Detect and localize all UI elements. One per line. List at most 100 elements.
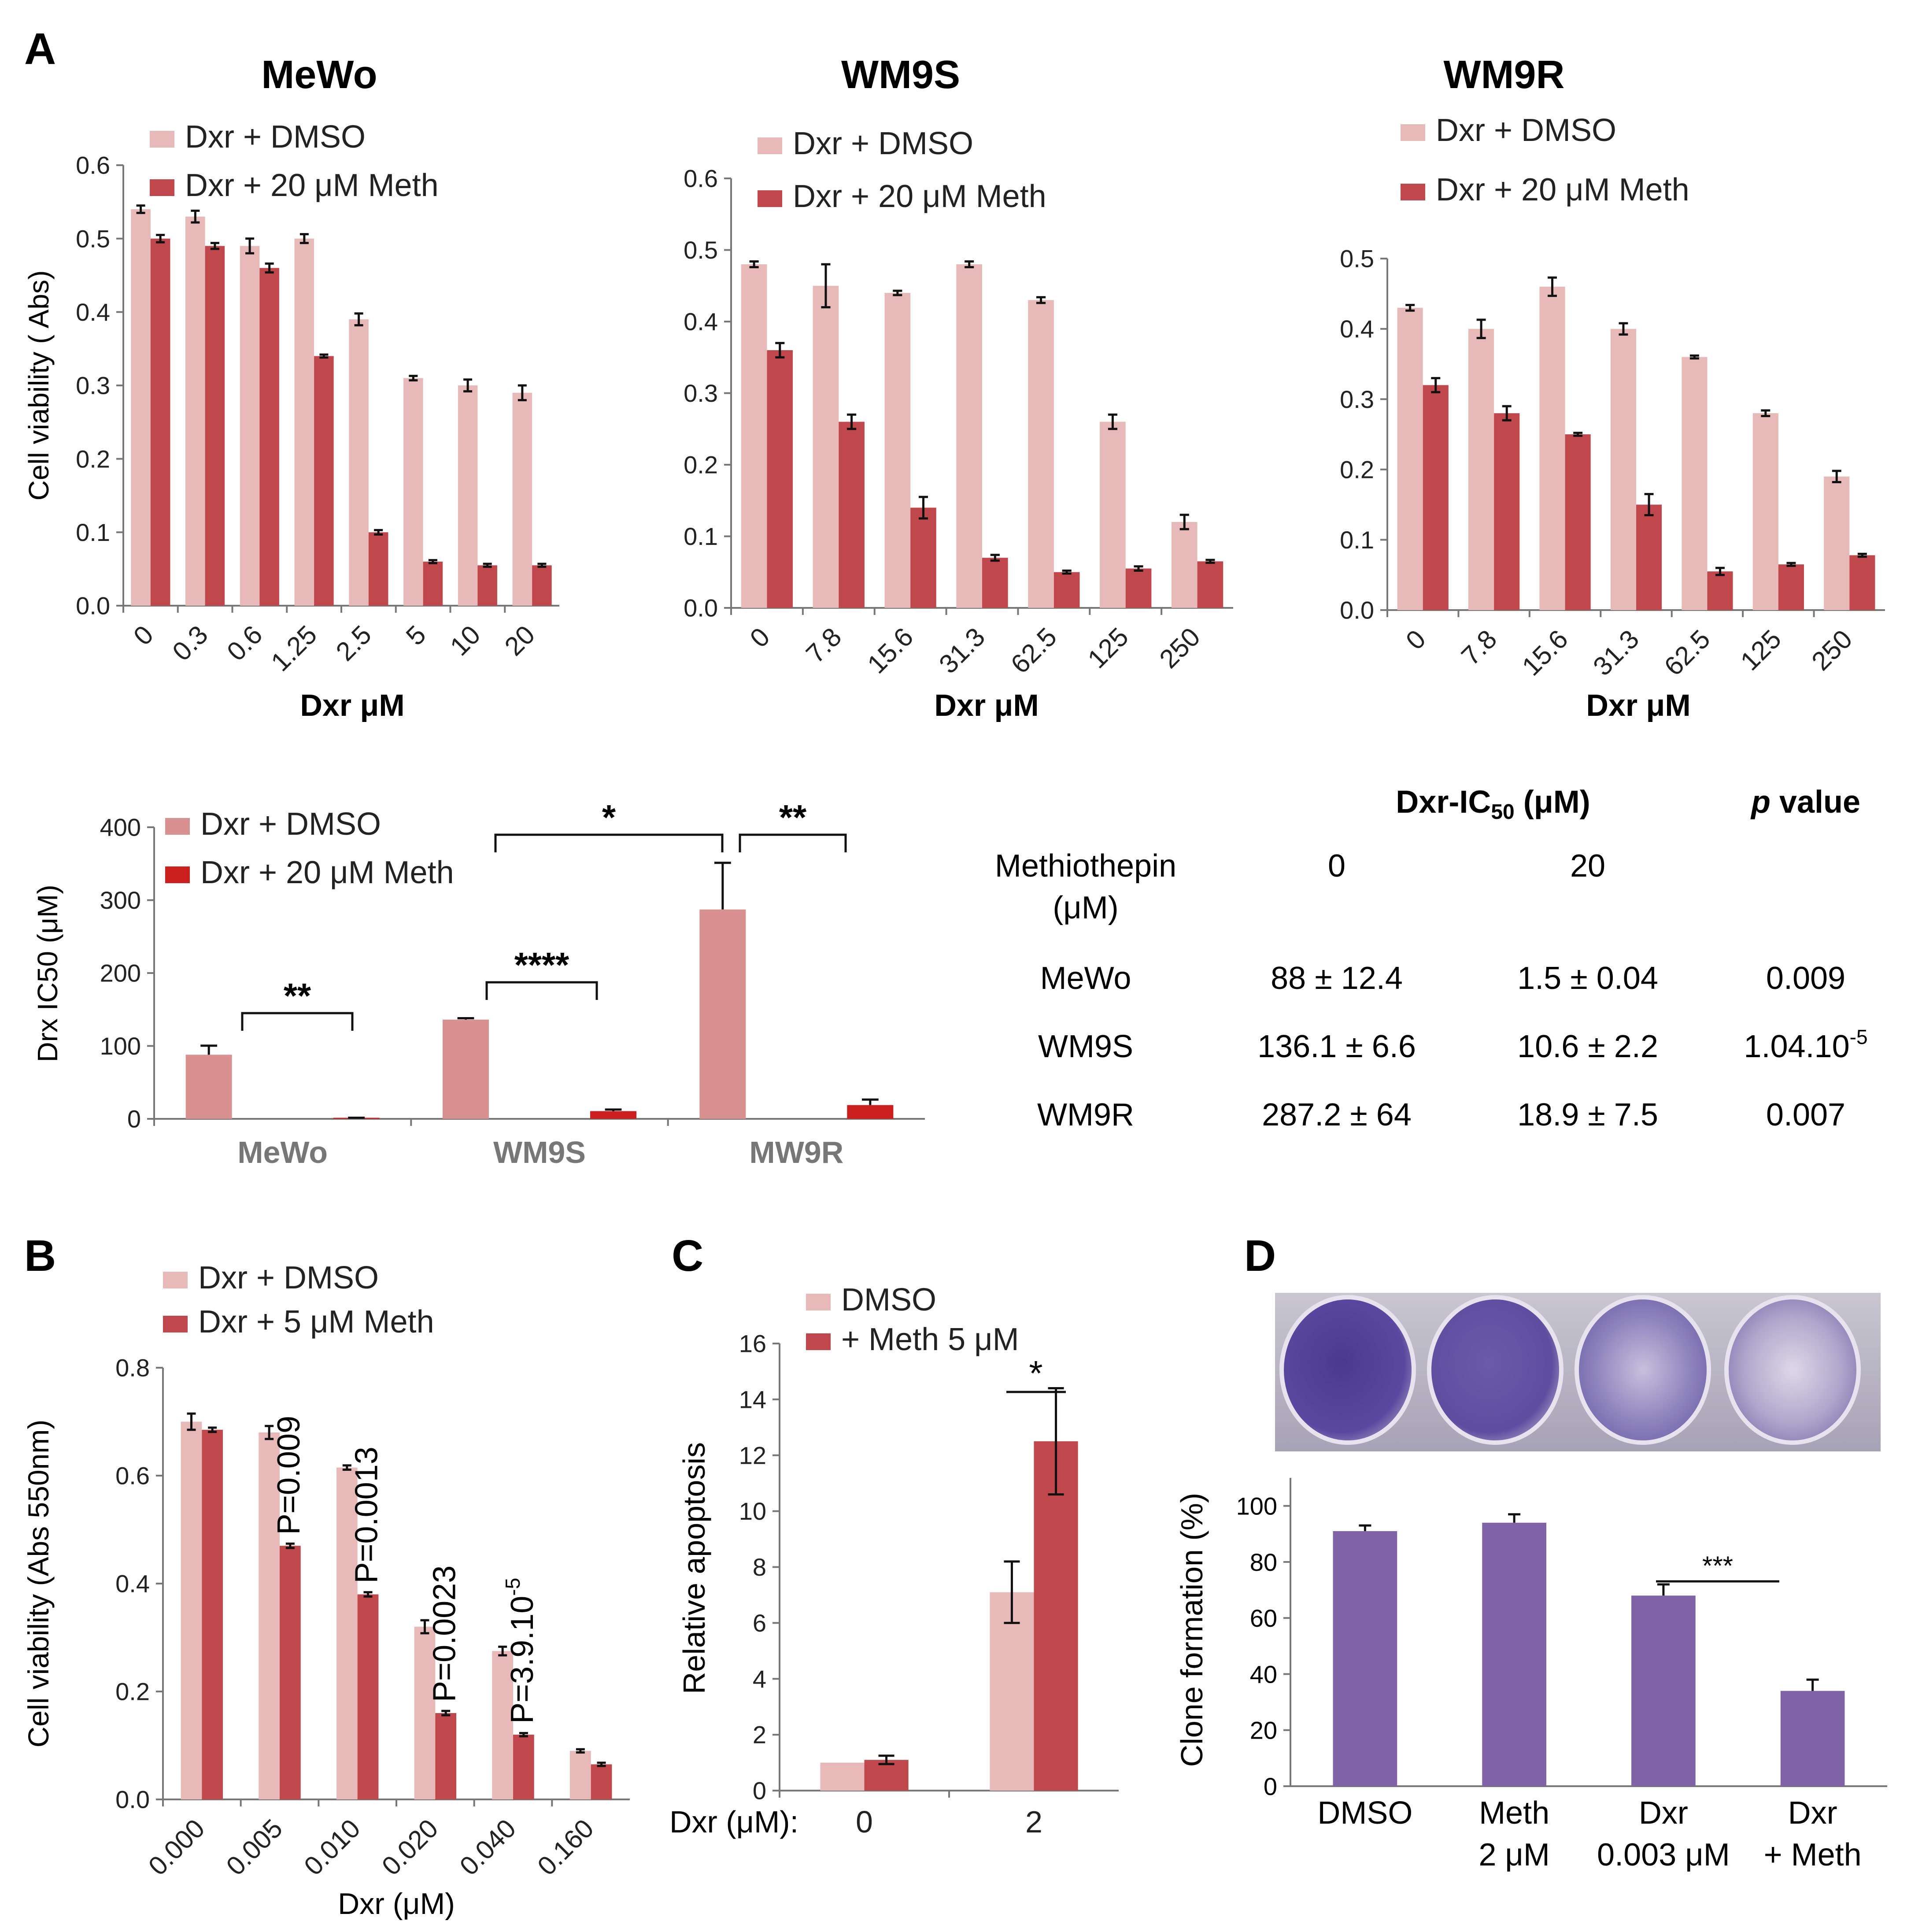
table-meth-label-2: (μM) <box>1053 890 1118 925</box>
significance-bracket <box>494 833 724 852</box>
x-tick-label: Dxr <box>1639 1795 1688 1831</box>
table-ic50-20: 1.5 ± 0.04 <box>1517 961 1658 996</box>
bar <box>1636 504 1662 610</box>
x-tick-label: 31.3 <box>933 622 991 679</box>
bar <box>259 1432 280 1799</box>
table-col-0: 0 <box>1328 848 1345 884</box>
table-row: MeWo 88 ± 12.4 1.5 ± 0.04 0.009 <box>1040 961 1845 996</box>
legend-swatch <box>806 1333 831 1350</box>
y-tick-label: 10 <box>739 1497 766 1525</box>
significance-stars: *** <box>1702 1551 1733 1580</box>
y-tick-label: 0.2 <box>76 445 110 473</box>
legend-label: Dxr + DMSO <box>185 119 366 155</box>
legend-swatch <box>163 1316 188 1332</box>
y-tick-label: 60 <box>1250 1604 1277 1632</box>
bar <box>820 1762 865 1791</box>
significance-stars: * <box>602 798 616 837</box>
x-tick-label: 125 <box>1735 624 1787 676</box>
significance-bracket <box>485 981 598 1000</box>
bar <box>1028 300 1054 608</box>
y-tick-label: 200 <box>100 959 141 987</box>
bar <box>185 1055 232 1119</box>
x-tick-label: DMSO <box>1317 1795 1412 1831</box>
x-tick-label: 2.5 <box>330 620 377 666</box>
chart-ic50: 0 100 200 300 400 MeWo WM9S MW9R Drx IC50 (μM) Dx… <box>32 798 925 1170</box>
well-dxr-meth <box>1724 1295 1861 1445</box>
table-cell-line: WM9S <box>1038 1029 1133 1064</box>
bar <box>1565 434 1591 610</box>
bar <box>336 1467 358 1799</box>
y-tick-label: 100 <box>1236 1492 1277 1520</box>
table-pvalue: 0.009 <box>1766 961 1845 996</box>
x-axis-label: Dxr (μM) <box>338 1887 455 1921</box>
y-tick-label: 0 <box>127 1105 141 1133</box>
x-tick-label: 0.003 μM <box>1597 1837 1730 1873</box>
y-tick-label: 0.1 <box>1340 526 1374 554</box>
x-axis-label: Dxr (μM): <box>669 1805 798 1839</box>
x-tick-label: 0.160 <box>532 1814 599 1881</box>
y-tick-label: 0.3 <box>1340 385 1374 413</box>
bar <box>1780 1691 1845 1786</box>
chart-mewo: 0.00.10.20.30.40.50.60 0.3 0.61.25 2.5 5 10 20… <box>23 53 559 722</box>
x-tick-label: 0 <box>744 622 776 653</box>
bar <box>532 565 552 606</box>
well-dxr <box>1575 1295 1711 1445</box>
y-tick-label: 0.0 <box>115 1786 150 1814</box>
bar <box>513 1735 534 1799</box>
bar <box>839 422 865 608</box>
bar <box>185 216 205 606</box>
y-tick-label: 20 <box>1250 1717 1277 1744</box>
bar <box>1034 1441 1078 1791</box>
legend-label: Dxr + 5 μM Meth <box>198 1304 434 1340</box>
legend-swatch <box>758 190 782 207</box>
bar <box>477 565 497 606</box>
bar <box>414 1627 436 1799</box>
y-tick-label: 0.4 <box>76 298 110 326</box>
bar <box>1778 564 1804 610</box>
chart-panel-c: 0 2 4 6 8 10 12 14 16 0 2 Relative apoptosis DMSO + M… <box>669 1282 1119 1839</box>
table-row: WM9S 136.1 ± 6.6 10.6 ± 2.2 1.04.10-5 <box>1038 1025 1868 1064</box>
chart-panel-b: 0.0 0.2 0.4 0.6 0.8 0.000 0.005 0.010 0.020 0.040… <box>22 1260 630 1921</box>
y-tick-label: 0.2 <box>684 451 718 479</box>
table-pvalue: 0.007 <box>1766 1097 1845 1133</box>
y-tick-label: 14 <box>739 1385 766 1413</box>
y-tick-label: 0.6 <box>76 152 110 179</box>
x-tick-label: 62.5 <box>1005 622 1062 679</box>
bar <box>590 1111 636 1119</box>
bar <box>458 385 478 606</box>
x-tick-label: 20 <box>499 620 541 662</box>
bar <box>368 532 388 606</box>
bar <box>492 1651 513 1799</box>
y-tick-label: 100 <box>100 1032 141 1060</box>
y-tick-label: 0.3 <box>76 372 110 400</box>
bar <box>847 1105 894 1119</box>
legend-swatch <box>165 818 190 835</box>
y-tick-label: 80 <box>1250 1548 1277 1576</box>
x-tick-label: Meth <box>1479 1795 1549 1831</box>
x-tick-label: 15.6 <box>1516 624 1574 681</box>
bar <box>1539 286 1565 610</box>
significance-stars: **** <box>514 945 569 985</box>
table-row: WM9R 287.2 ± 64 18.9 ± 7.5 0.007 <box>1037 1097 1845 1133</box>
bar <box>1333 1531 1397 1786</box>
table-header-ic50: Dxr-IC50 (μM) <box>1396 785 1590 824</box>
y-tick-label: 0.0 <box>76 592 110 620</box>
y-tick-label: 400 <box>100 814 141 841</box>
y-tick-label: 0.3 <box>684 379 718 407</box>
y-tick-label: 0.4 <box>1340 315 1374 343</box>
legend-label: Dxr + 20 μM Meth <box>793 179 1046 214</box>
bar <box>1682 357 1708 610</box>
p-value-annotation: P=0.0023 <box>427 1566 462 1702</box>
bar <box>512 392 532 606</box>
bar <box>1707 571 1733 610</box>
x-tick-label: 0.005 <box>221 1814 288 1881</box>
y-tick-label: 0.6 <box>684 165 718 192</box>
bar <box>990 1592 1034 1791</box>
bar <box>181 1421 202 1799</box>
bar <box>403 378 423 606</box>
bar <box>767 350 793 608</box>
y-tick-label: 4 <box>753 1665 766 1693</box>
y-tick-label: 300 <box>100 886 141 914</box>
chart-wm9r: 0.0 0.1 0.2 0.3 0.4 0.5 0 7.8 15.6 31.3 62.5 125 250… <box>1340 53 1885 722</box>
legend-label: Dxr + DMSO <box>200 807 381 842</box>
